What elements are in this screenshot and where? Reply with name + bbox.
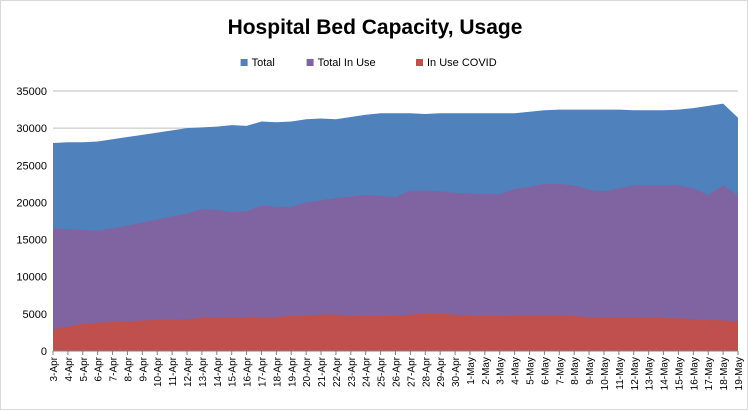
y-tick-label: 0	[41, 346, 47, 358]
legend-label-in-use-covid: In Use COVID	[427, 57, 497, 69]
x-tick-label: 7-Apr	[109, 356, 120, 381]
x-tick-label: 11-May	[615, 357, 626, 390]
y-tick-label: 15000	[16, 235, 47, 247]
x-tick-label: 12-Apr	[183, 356, 194, 387]
x-tick-label: 28-Apr	[421, 356, 432, 387]
legend-swatch-in-use-covid	[416, 59, 423, 66]
y-tick-label: 25000	[16, 160, 47, 172]
x-tick-label: 10-Apr	[153, 356, 164, 387]
x-tick-label: 27-Apr	[406, 356, 417, 387]
x-tick-label: 25-Apr	[377, 356, 388, 387]
y-tick-label: 5000	[23, 309, 47, 321]
x-tick-label: 23-Apr	[347, 356, 358, 387]
x-tick-label: 13-May	[645, 357, 656, 390]
x-tick-label: 4-Apr	[64, 356, 75, 381]
x-tick-label: 6-May	[540, 357, 551, 385]
legend-label-total: Total	[252, 57, 275, 69]
x-tick-label: 14-May	[660, 357, 671, 390]
x-tick-label: 18-Apr	[272, 356, 283, 387]
x-tick-label: 4-May	[511, 357, 522, 385]
x-axis-ticks: 3-Apr 4-Apr 5-Apr 6-Apr 7-Apr 8-Apr 9-Apr 10-Ap…	[49, 351, 745, 390]
x-tick-label: 5-May	[526, 357, 537, 385]
x-tick-label: 21-Apr	[317, 356, 328, 387]
x-tick-label: 3-May	[496, 357, 507, 385]
x-tick-label: 15-Apr	[228, 356, 239, 387]
x-tick-label: 9-Apr	[138, 356, 149, 381]
legend-swatch-total-in-use	[306, 59, 314, 66]
x-tick-label: 8-May	[570, 357, 581, 385]
x-tick-label: 8-Apr	[123, 356, 134, 381]
x-tick-label: 18-May	[719, 357, 730, 390]
x-tick-label: 15-May	[674, 357, 685, 390]
x-tick-label: 10-May	[600, 357, 611, 390]
x-tick-label: 16-Apr	[243, 356, 254, 387]
legend-swatch-total	[240, 59, 248, 66]
x-tick-label: 6-Apr	[94, 356, 105, 381]
legend: Total Total In Use In Use COVID	[240, 57, 497, 69]
chart-title: Hospital Bed Capacity, Usage	[228, 16, 523, 39]
y-axis-ticks: 0 5000 10000 15000 20000 25000 30000 35000	[16, 86, 47, 358]
x-tick-label: 26-Apr	[392, 356, 403, 387]
x-tick-label: 19-May	[734, 357, 745, 390]
x-tick-label: 30-Apr	[451, 356, 462, 387]
x-tick-label: 11-Apr	[168, 356, 179, 386]
x-tick-label: 24-Apr	[362, 356, 373, 387]
x-tick-label: 19-Apr	[287, 356, 298, 387]
x-tick-label: 9-May	[585, 357, 596, 385]
y-tick-label: 30000	[16, 123, 47, 135]
y-tick-label: 20000	[16, 197, 47, 209]
plot-areas	[53, 103, 738, 351]
x-tick-label: 5-Apr	[79, 356, 90, 381]
y-tick-label: 10000	[16, 272, 47, 284]
y-tick-label: 35000	[16, 86, 47, 98]
x-tick-label: 12-May	[630, 357, 641, 390]
x-tick-label: 7-May	[555, 357, 566, 385]
x-tick-label: 16-May	[689, 357, 700, 390]
x-tick-label: 17-Apr	[257, 356, 268, 387]
x-tick-label: 22-Apr	[332, 356, 343, 387]
x-tick-label: 17-May	[704, 357, 715, 390]
x-tick-label: 20-Apr	[302, 356, 313, 387]
x-tick-label: 13-Apr	[198, 356, 209, 387]
x-tick-label: 1-May	[466, 357, 477, 385]
area-in-use-covid	[53, 313, 738, 351]
area-total-in-use	[53, 183, 738, 351]
x-tick-label: 29-Apr	[436, 356, 447, 387]
x-tick-label: 2-May	[481, 357, 492, 385]
x-tick-label: 14-Apr	[213, 356, 224, 387]
legend-label-total-in-use: Total In Use	[318, 57, 376, 69]
x-tick-label: 3-Apr	[49, 356, 60, 381]
